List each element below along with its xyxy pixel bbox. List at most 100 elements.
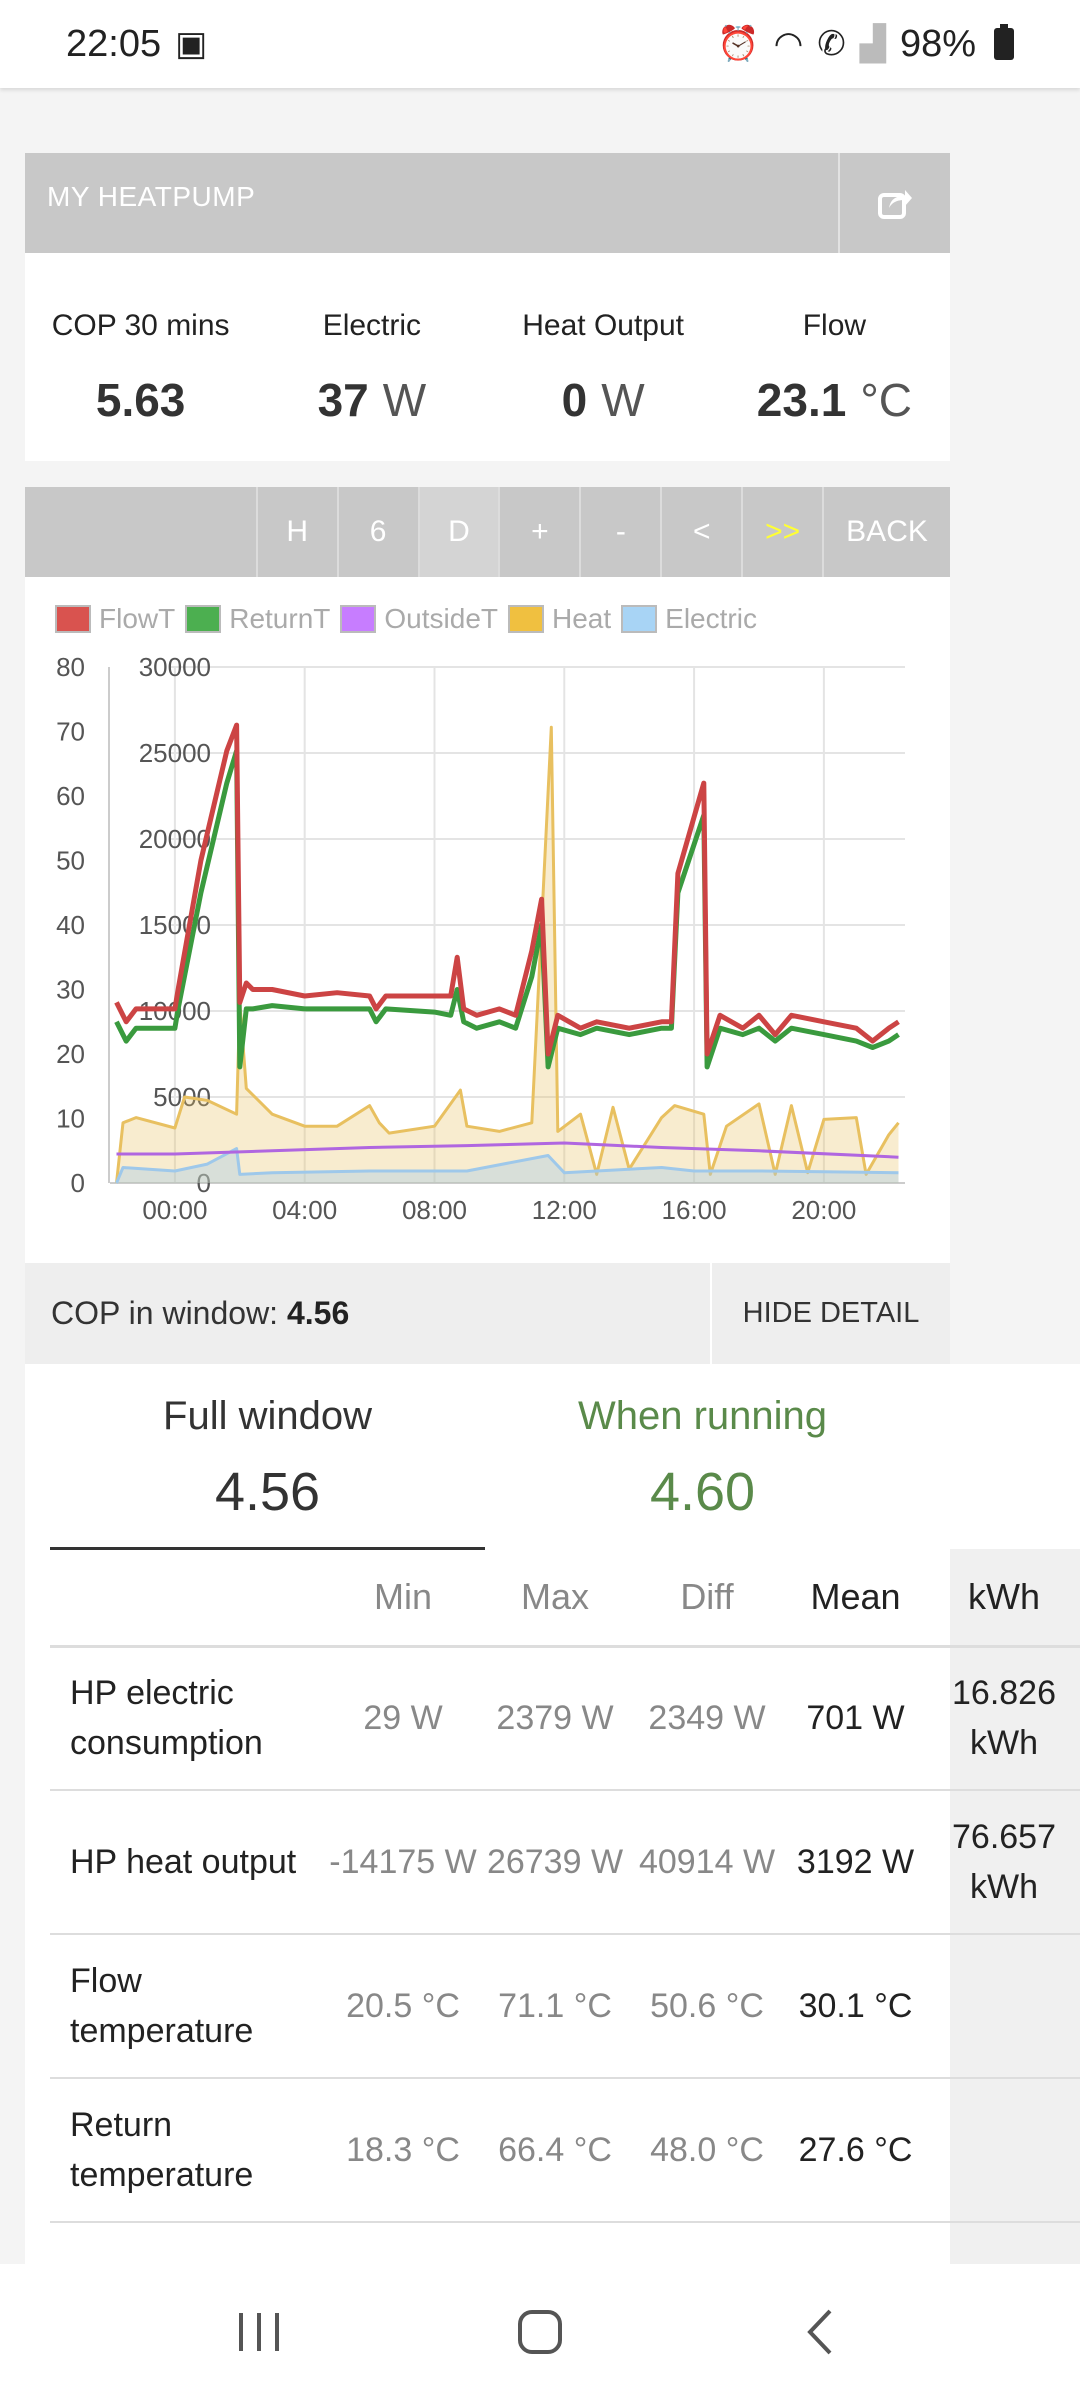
legend-swatch xyxy=(621,605,658,633)
x-tick-label: 00:00 xyxy=(142,1195,207,1225)
series-area-heat xyxy=(116,727,899,1183)
cell-max: 66.4 °C xyxy=(479,2078,631,2223)
cell-max: 6.9 °C xyxy=(479,2222,631,2264)
tab-full-window[interactable]: Full window 4.56 xyxy=(50,1364,485,1550)
back-button[interactable]: BACK xyxy=(822,487,950,577)
stat-value: 0 xyxy=(561,374,588,426)
stat-unit: °C xyxy=(860,374,912,426)
table-row: Return temperature 18.3 °C 66.4 °C 48.0 °C 2… xyxy=(50,2078,1080,2223)
cell-mean: 3192 W xyxy=(783,1790,928,1935)
series-line-outsidet xyxy=(116,1141,899,1159)
header-min: Min xyxy=(327,1550,479,1648)
cop-window-text: COP in window: 4.56 xyxy=(25,1295,710,1332)
header-diff: Diff xyxy=(631,1550,783,1648)
live-stats: COP 30 mins 5.63 Electric 37 W Heat Outpu… xyxy=(25,253,950,461)
stat-label: COP 30 mins xyxy=(51,309,230,342)
share-button[interactable] xyxy=(838,153,950,253)
cell-name: Flow temperature xyxy=(50,1934,327,2079)
x-tick-label: 04:00 xyxy=(272,1195,337,1225)
battery-icon xyxy=(994,24,1014,60)
series-area-electric xyxy=(116,1148,899,1183)
table-row: HP heat output -14175 W 26739 W 40914 W 3192… xyxy=(50,1790,1080,1935)
y-left-tick-label: 80 xyxy=(56,652,85,682)
tab-when-running[interactable]: When running 4.60 xyxy=(485,1364,920,1550)
x-tick-label: 08:00 xyxy=(402,1195,467,1225)
zoom-out-button[interactable]: - xyxy=(579,487,660,577)
cell-name: HP electric consumption xyxy=(50,1646,327,1791)
wifi-icon: ◠ xyxy=(773,25,804,63)
heatpump-chart[interactable]: 0102030405060708005000100001500020000250… xyxy=(25,577,950,1263)
legend-item[interactable]: FlowT xyxy=(55,603,175,635)
y-right-tick-label: 0 xyxy=(197,1168,211,1198)
series-line-flowt xyxy=(114,722,900,1057)
table-row: Flow temperature 20.5 °C 71.1 °C 50.6 °C 30.… xyxy=(50,1934,1080,2079)
pan-right-button[interactable]: >> xyxy=(741,487,822,577)
cop-tabs: Full window 4.56 When running 4.60 xyxy=(50,1364,920,1550)
y-left-tick-label: 0 xyxy=(71,1168,85,1198)
zoom-in-button[interactable]: + xyxy=(498,487,579,577)
cell-kwh xyxy=(928,2222,1080,2264)
x-tick-label: 20:00 xyxy=(791,1195,856,1225)
back-arrow-icon xyxy=(807,2309,832,2355)
tab-label: When running xyxy=(577,1394,828,1438)
cell-diff: 48.0 °C xyxy=(631,2078,783,2223)
cell-min: 18.3 °C xyxy=(327,2078,479,2223)
series-line-returnt xyxy=(114,748,900,1070)
cell-min: 29 W xyxy=(327,1646,479,1791)
stat-label: Electric xyxy=(322,309,422,342)
stat-label: Heat Output xyxy=(522,309,684,342)
stat-value: 5.63 xyxy=(95,374,186,426)
hour-button[interactable]: H xyxy=(255,487,337,577)
cell-min: 3.6 °C xyxy=(327,2222,479,2264)
chart-legend: FlowT ReturnT OutsideT Heat Electric xyxy=(55,603,757,635)
cell-mean: 30.1 °C xyxy=(783,1934,928,2079)
table-row: Outside3.6 °C6.9 °C3.4 °C5.0 °C xyxy=(50,2222,1080,2264)
y-left-tick-label: 60 xyxy=(56,781,85,811)
y-left-tick-label: 40 xyxy=(56,910,85,940)
detail-panel: Full window 4.56 When running 4.60 Min M… xyxy=(25,1364,1080,2264)
stat-cop: COP 30 mins 5.63 xyxy=(25,253,256,461)
legend-swatch xyxy=(185,605,222,633)
stat-flow: Flow 23.1 °C xyxy=(719,253,950,461)
hide-detail-button[interactable]: HIDE DETAIL xyxy=(710,1263,950,1364)
home-button[interactable] xyxy=(500,2292,580,2372)
cop-window-bar: COP in window: 4.56 HIDE DETAIL xyxy=(25,1263,950,1364)
battery-percent: 98% xyxy=(899,22,976,65)
stat-label: Flow xyxy=(802,309,867,342)
stat-unit: W xyxy=(382,374,427,426)
signal-icon: ▟ xyxy=(859,25,886,63)
cell-max: 71.1 °C xyxy=(479,1934,631,2079)
pan-left-button[interactable]: < xyxy=(660,487,741,577)
cell-mean: 27.6 °C xyxy=(783,2078,928,2223)
legend-label: FlowT xyxy=(99,603,176,634)
y-left-tick-label: 10 xyxy=(56,1104,85,1134)
cell-min: -14175 W xyxy=(327,1790,479,1935)
cell-kwh xyxy=(928,2078,1080,2223)
day-button[interactable]: D xyxy=(417,487,499,577)
legend-item[interactable]: OutsideT xyxy=(340,603,498,635)
cell-max: 26739 W xyxy=(479,1790,631,1935)
stat-value: 23.1 xyxy=(756,374,847,426)
legend-label: ReturnT xyxy=(229,603,331,634)
legend-label: OutsideT xyxy=(384,603,498,634)
cell-kwh: 16.826 kWh xyxy=(928,1646,1080,1791)
system-nav-bar xyxy=(0,2264,1080,2400)
legend-item[interactable]: ReturnT xyxy=(185,603,330,635)
header-name xyxy=(50,1550,327,1648)
header-kwh: kWh xyxy=(928,1550,1080,1648)
gallery-icon: ▣ xyxy=(175,25,208,63)
series-line-electric xyxy=(115,1147,899,1184)
y-right-tick-label: 15000 xyxy=(139,910,211,940)
chart-toolbar: H 6 D + - < >> BACK xyxy=(25,487,950,577)
cop-window-value: 4.56 xyxy=(286,1295,350,1331)
chart-panel: FlowT ReturnT OutsideT Heat Electric 0 10 20 30… xyxy=(25,577,950,1263)
stat-unit: W xyxy=(601,374,645,426)
back-nav-button[interactable] xyxy=(780,2292,860,2372)
legend-item[interactable]: Electric xyxy=(621,603,757,635)
y-left-tick-label: 70 xyxy=(56,717,85,747)
panel-title: MY HEATPUMP xyxy=(47,181,256,212)
six-hour-button[interactable]: 6 xyxy=(336,487,418,577)
legend-item[interactable]: Heat xyxy=(508,603,611,635)
recent-apps-button[interactable] xyxy=(220,2292,300,2372)
